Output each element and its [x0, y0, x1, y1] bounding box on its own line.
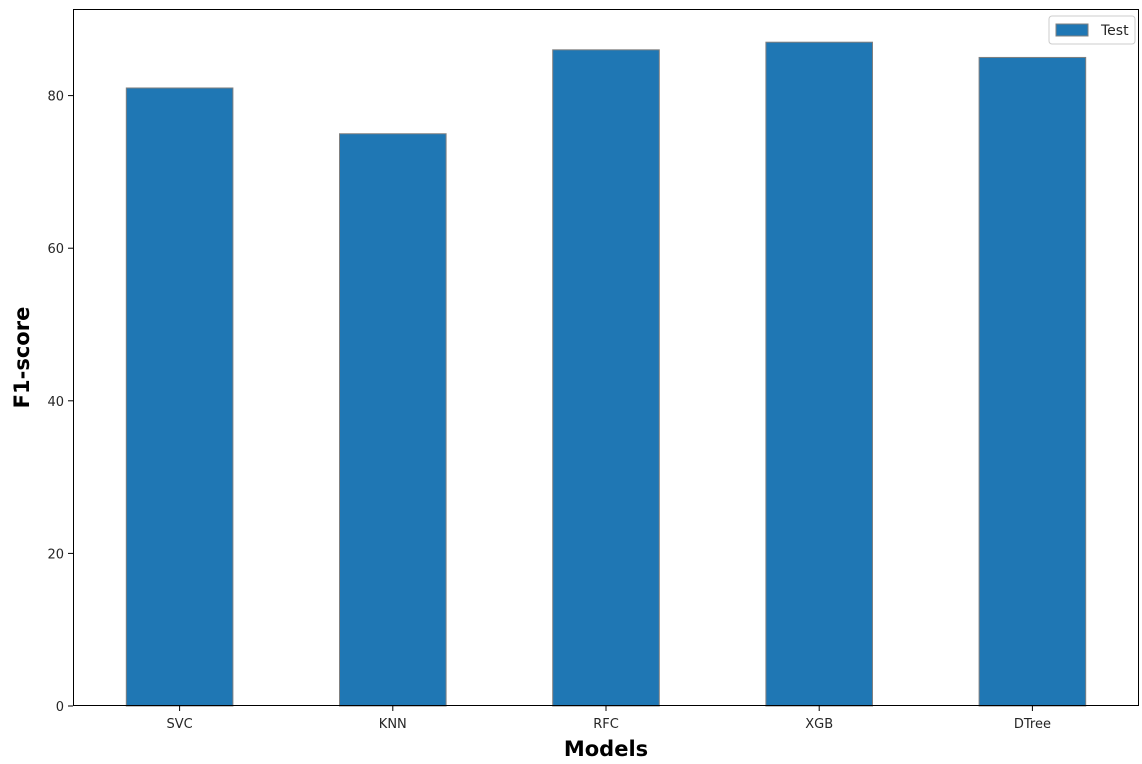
bar-xgb [765, 41, 874, 707]
legend-frame [1048, 15, 1136, 45]
y-tick-label: 20 [47, 547, 64, 562]
bar-dtree [978, 56, 1087, 707]
bar-knn [339, 133, 447, 707]
y-tick-label: 0 [56, 700, 64, 715]
bar-rfc [552, 49, 660, 707]
bar-svc [125, 87, 234, 707]
y-ticks-group: 0 20 40 60 80 [47, 90, 73, 715]
x-tick-label: RFC [593, 717, 619, 732]
legend: Test [1048, 15, 1136, 45]
legend-label-test: Test [1100, 23, 1129, 39]
x-tick-label: XGB [805, 717, 833, 732]
y-tick-label: 80 [47, 90, 64, 105]
y-axis-title: F1-score [10, 307, 34, 409]
legend-swatch-test [1055, 23, 1089, 37]
y-tick-label: 40 [47, 395, 64, 410]
x-tick-label: SVC [166, 717, 192, 732]
x-ticks-group: SVC KNN RFC XGB DTree [166, 706, 1051, 732]
x-axis-title: Models [564, 737, 648, 761]
bars-group [125, 41, 1087, 707]
x-tick-label: DTree [1014, 717, 1051, 732]
y-tick-label: 60 [47, 242, 64, 257]
plot-frame [73, 9, 1139, 706]
x-tick-label: KNN [379, 717, 407, 732]
